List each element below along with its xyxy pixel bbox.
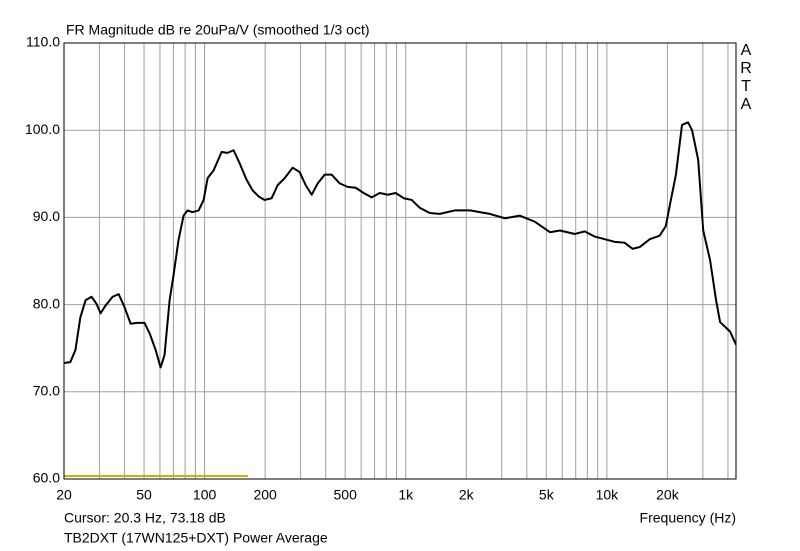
- x-axis-label: Frequency (Hz): [640, 510, 736, 526]
- plot-frame: [63, 42, 737, 480]
- series-name: TB2DXT (17WN125+DXT) Power Average: [64, 530, 328, 546]
- x-tick-label: 20: [56, 487, 72, 503]
- fr-curve: [63, 121, 737, 369]
- x-tick-label: 20k: [656, 487, 680, 503]
- x-tick-label: 50: [136, 487, 152, 503]
- watermark: ARTA: [740, 42, 752, 113]
- y-tick-label: 90.0: [33, 208, 60, 224]
- x-tick-label: 2k: [459, 487, 475, 503]
- x-tick-label: 10k: [596, 487, 620, 503]
- plot: [63, 121, 737, 369]
- cursor-readout: Cursor: 20.3 Hz, 73.18 dB: [64, 510, 226, 526]
- x-tick-label: 5k: [539, 487, 555, 503]
- x-tick-label: 100: [193, 487, 217, 503]
- y-tick-label: 70.0: [33, 383, 60, 399]
- y-tick-label: 100.0: [25, 121, 60, 137]
- chart-title: FR Magnitude dB re 20uPa/V (smoothed 1/3…: [66, 22, 370, 38]
- x-tick-label: 1k: [398, 487, 414, 503]
- x-tick-label: 500: [334, 487, 358, 503]
- x-tick-label: 200: [253, 487, 277, 503]
- y-tick-label: 80.0: [33, 295, 60, 311]
- y-tick-label: 60.0: [33, 470, 60, 486]
- y-tick-label: 110.0: [26, 34, 60, 50]
